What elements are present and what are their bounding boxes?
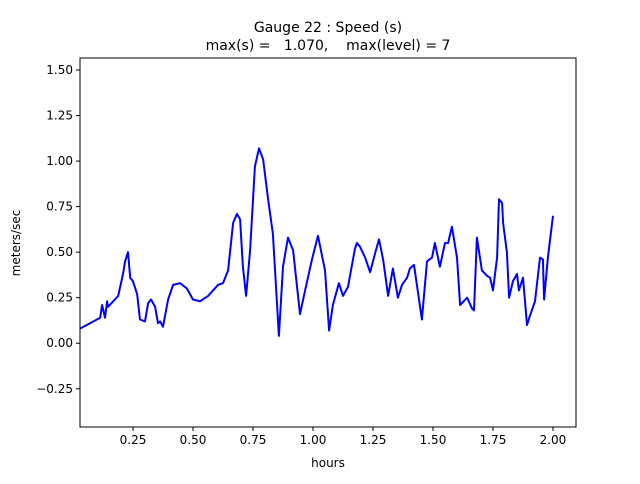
x-tick-label: 0.50 [180,433,207,447]
chart-title: Gauge 22 : Speed (s) [254,20,402,36]
plot-area-frame [79,57,577,428]
speed-series-line [79,147,554,337]
y-tick-label: 0.50 [46,245,73,259]
y-axis-label: meters/sec [9,210,23,277]
y-tick-label: 1.00 [46,154,73,168]
y-tick-label: −0.25 [36,382,73,396]
y-tick-label: 1.50 [46,63,73,77]
y-tick-label: 1.25 [46,109,73,123]
x-tick-label: 1.00 [300,433,327,447]
x-tick-label: 0.75 [240,433,267,447]
chart-subtitle: max(s) = 1.070, max(level) = 7 [206,38,451,54]
y-tick-label: 0.00 [46,336,73,350]
y-tick-label: 0.75 [46,200,73,214]
y-tick-label: 0.25 [46,291,73,305]
x-axis-label: hours [311,456,345,470]
x-tick-label: 2.00 [540,433,567,447]
x-tick-label: 0.25 [120,433,147,447]
x-tick-label: 1.25 [360,433,387,447]
x-tick-label: 1.50 [420,433,447,447]
x-tick-label: 1.75 [480,433,507,447]
